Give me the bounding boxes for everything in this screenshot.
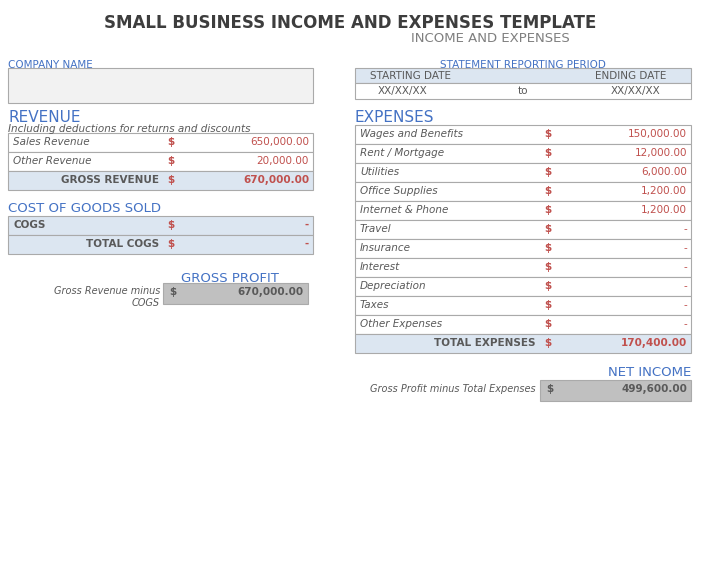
Text: COGS: COGS [13,220,46,230]
Text: $: $ [167,156,175,166]
Bar [355,296,691,315]
Bar [355,220,691,239]
Text: Office Supplies: Office Supplies [360,186,437,196]
Text: $: $ [544,186,551,196]
Text: 1,200.00: 1,200.00 [641,186,687,196]
Text: $: $ [167,239,175,249]
Text: Gross Profit minus Total Expenses: Gross Profit minus Total Expenses [370,384,536,394]
Bar [355,144,691,163]
Text: 170,400.00: 170,400.00 [621,338,687,348]
Text: Interest: Interest [360,262,400,272]
Text: $: $ [544,281,551,291]
Bar [8,235,313,254]
Text: STARTING DATE: STARTING DATE [369,71,451,81]
Bar [355,334,691,353]
Text: XX/XX/XX: XX/XX/XX [378,86,428,96]
Text: TOTAL EXPENSES: TOTAL EXPENSES [435,338,536,348]
Text: $: $ [167,220,175,230]
Text: -: - [683,243,687,253]
Text: 650,000.00: 650,000.00 [250,137,309,147]
Text: Wages and Benefits: Wages and Benefits [360,129,463,139]
Text: NET INCOME: NET INCOME [608,366,691,379]
Text: $: $ [544,319,551,329]
Text: -: - [305,239,309,249]
Bar [8,171,313,190]
Bar [355,68,691,83]
Bar [8,133,313,152]
Text: $: $ [546,384,553,394]
Bar [8,216,313,235]
Bar [8,68,313,103]
Bar [355,315,691,334]
Text: -: - [683,281,687,291]
Text: $: $ [544,243,551,253]
Bar [355,125,691,144]
Bar [355,163,691,182]
Text: -: - [683,262,687,272]
Text: Utilities: Utilities [360,167,399,177]
Text: $: $ [544,129,551,139]
Bar [355,277,691,296]
Bar [163,283,308,304]
Text: -: - [305,220,309,230]
Text: 20,000.00: 20,000.00 [257,156,309,166]
Text: 670,000.00: 670,000.00 [243,175,309,185]
Bar [8,152,313,171]
Text: XX/XX/XX: XX/XX/XX [611,86,661,96]
Text: 12,000.00: 12,000.00 [634,148,687,158]
Text: Including deductions for returns and discounts: Including deductions for returns and dis… [8,124,250,134]
Text: 499,600.00: 499,600.00 [621,384,687,394]
Text: 150,000.00: 150,000.00 [628,129,687,139]
Text: $: $ [544,262,551,272]
Text: EXPENSES: EXPENSES [355,110,435,125]
Text: Internet & Phone: Internet & Phone [360,205,449,215]
Text: $: $ [544,224,551,234]
Text: STATEMENT REPORTING PERIOD: STATEMENT REPORTING PERIOD [440,60,606,70]
Text: $: $ [544,148,551,158]
Text: 6,000.00: 6,000.00 [641,167,687,177]
Text: COMPANY NAME: COMPANY NAME [8,60,93,70]
Text: Sales Revenue: Sales Revenue [13,137,90,147]
Text: $: $ [167,175,175,185]
Text: Rent / Mortgage: Rent / Mortgage [360,148,444,158]
Text: $: $ [544,205,551,215]
Text: TOTAL COGS: TOTAL COGS [86,239,159,249]
Text: 1,200.00: 1,200.00 [641,205,687,215]
Text: Other Revenue: Other Revenue [13,156,92,166]
Bar [355,239,691,258]
Text: Insurance: Insurance [360,243,411,253]
Text: to: to [518,86,529,96]
Text: ENDING DATE: ENDING DATE [595,71,667,81]
Text: $: $ [544,300,551,310]
Text: $: $ [169,287,176,297]
Text: -: - [683,319,687,329]
Bar [355,182,691,201]
Text: Depreciation: Depreciation [360,281,427,291]
Text: Taxes: Taxes [360,300,390,310]
Text: REVENUE: REVENUE [8,110,81,125]
Text: -: - [683,224,687,234]
Bar [355,201,691,220]
Text: GROSS PROFIT: GROSS PROFIT [181,272,279,285]
Text: Gross Revenue minus
COGS: Gross Revenue minus COGS [53,286,160,307]
Text: -: - [683,300,687,310]
Text: Travel: Travel [360,224,392,234]
Text: Other Expenses: Other Expenses [360,319,442,329]
Bar [540,380,691,401]
Text: GROSS REVENUE: GROSS REVENUE [61,175,159,185]
Text: $: $ [544,167,551,177]
Text: INCOME AND EXPENSES: INCOME AND EXPENSES [411,32,569,45]
Text: 670,000.00: 670,000.00 [238,287,304,297]
Text: COST OF GOODS SOLD: COST OF GOODS SOLD [8,202,161,215]
Text: $: $ [167,137,175,147]
Bar [355,258,691,277]
Text: $: $ [544,338,551,348]
Bar [355,83,691,99]
Text: SMALL BUSINESS INCOME AND EXPENSES TEMPLATE: SMALL BUSINESS INCOME AND EXPENSES TEMPL… [104,14,596,32]
